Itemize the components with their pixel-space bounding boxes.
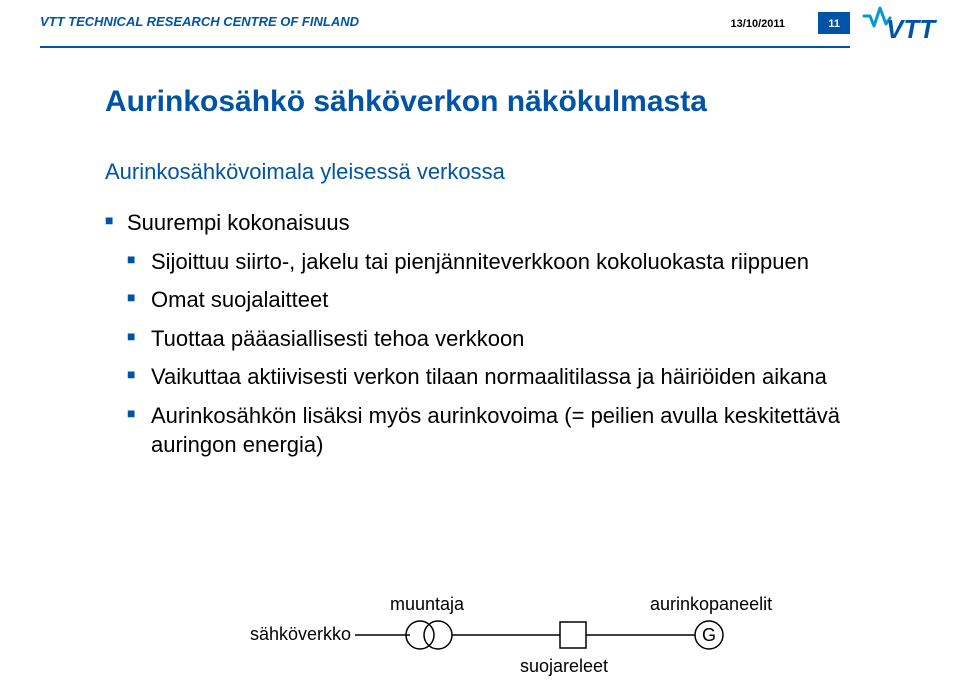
bullet-item: Sijoittuu siirto-, jakelu tai pienjännit… xyxy=(127,248,900,277)
label-grid: sähköverkko xyxy=(250,624,351,644)
vtt-logo: VTT xyxy=(850,0,960,48)
slide-title: Aurinkosähkö sähköverkon näkökulmasta xyxy=(105,85,900,119)
bullet-list: Suurempi kokonaisuusSijoittuu siirto-, j… xyxy=(105,209,900,459)
bullet-item: Omat suojalaitteet xyxy=(127,286,900,315)
label-protection: suojareleet xyxy=(520,656,608,676)
circuit-diagram: sähköverkko muuntaja suojareleet G aurin… xyxy=(220,590,780,680)
vtt-logo-svg: VTT xyxy=(860,4,950,44)
bullet-sublist: Sijoittuu siirto-, jakelu tai pienjännit… xyxy=(127,248,900,460)
org-name: VTT TECHNICAL RESEARCH CENTRE OF FINLAND xyxy=(40,14,359,29)
svg-text:VTT: VTT xyxy=(886,14,937,44)
bullet-item: Vaikuttaa aktiivisesti verkon tilaan nor… xyxy=(127,363,900,392)
slide-content: Aurinkosähkö sähköverkon näkökulmasta Au… xyxy=(105,85,900,469)
slide-page-number: 11 xyxy=(828,18,840,30)
bullet-item: Tuottaa pääasiallisesti tehoa verkkoon xyxy=(127,325,900,354)
header-underline xyxy=(40,46,850,48)
bullet-item: Aurinkosähkön lisäksi myös aurinkovoima … xyxy=(127,402,900,459)
label-panels: aurinkopaneelit xyxy=(650,594,772,614)
label-gen: G xyxy=(702,625,716,645)
slide-subtitle: Aurinkosähkövoimala yleisessä verkossa xyxy=(105,159,900,185)
slide-date: 13/10/2011 xyxy=(731,18,785,30)
bullet-item: Suurempi kokonaisuusSijoittuu siirto-, j… xyxy=(105,209,900,459)
label-transformer: muuntaja xyxy=(390,594,465,614)
slide-header: VTT TECHNICAL RESEARCH CENTRE OF FINLAND… xyxy=(0,0,960,48)
